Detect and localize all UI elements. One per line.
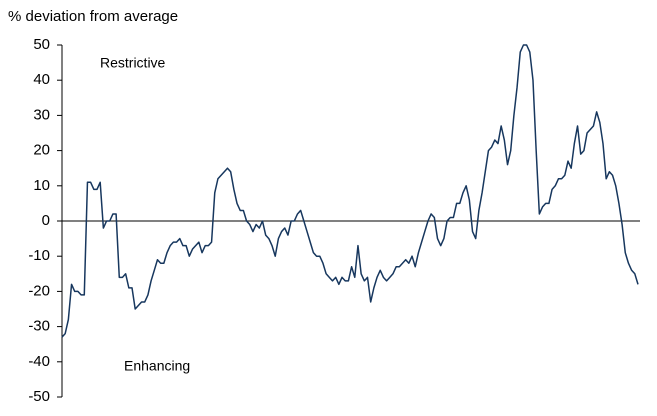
annotation: Enhancing bbox=[124, 358, 190, 374]
y-tick-label: -50 bbox=[28, 388, 50, 405]
y-tick-label: -40 bbox=[28, 353, 50, 370]
y-tick-label: 20 bbox=[33, 142, 50, 159]
y-tick-label: -10 bbox=[28, 247, 50, 264]
y-tick-label: 30 bbox=[33, 106, 50, 123]
y-tick-label: 0 bbox=[42, 212, 50, 229]
y-axis-label: % deviation from average bbox=[8, 8, 178, 25]
annotation: Restrictive bbox=[100, 55, 166, 71]
y-tick-label: 10 bbox=[33, 177, 50, 194]
y-tick-label: 50 bbox=[33, 36, 50, 53]
y-tick-label: -20 bbox=[28, 282, 50, 299]
y-tick-label: 40 bbox=[33, 71, 50, 88]
y-tick-label: -30 bbox=[28, 318, 50, 335]
data-line bbox=[61, 44, 639, 338]
